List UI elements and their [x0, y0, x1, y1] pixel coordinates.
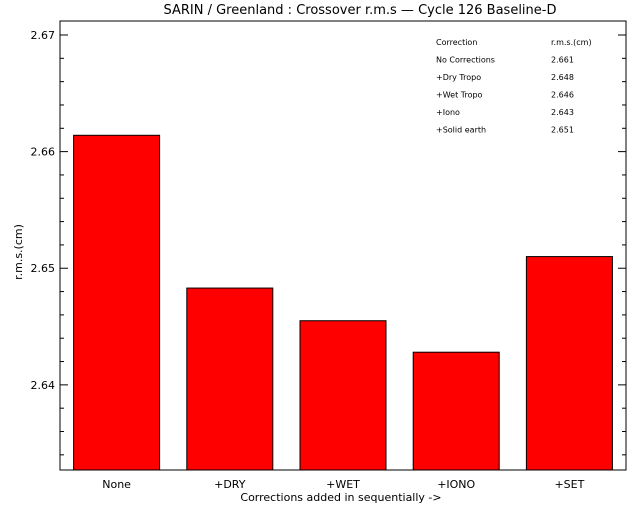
chart-title: SARIN / Greenland : Crossover r.m.s — Cy…	[163, 3, 556, 18]
legend-row-value: 2.646	[551, 91, 574, 100]
bar-dry	[186, 287, 274, 471]
bar-wet	[299, 320, 387, 471]
legend-header-correction: Correction	[436, 38, 477, 47]
legend-row-name: +Iono	[436, 108, 460, 117]
legend-row-value: 2.661	[551, 56, 574, 65]
bar-set	[525, 256, 613, 471]
x-axis-ticks: None +DRY +WET +IONO +SET	[102, 478, 584, 491]
y-tick-label: 2.66	[31, 146, 56, 159]
x-tick-label: +SET	[554, 478, 584, 491]
x-axis-label: Corrections added in sequentially ->	[240, 491, 441, 504]
legend-table: Correction r.m.s.(cm) No Corrections 2.661 +…	[436, 38, 592, 135]
x-tick-label: +DRY	[214, 478, 246, 491]
y-tick-label: 2.67	[31, 29, 56, 42]
legend-row-value: 2.648	[551, 73, 574, 82]
legend-row-name: +Wet Tropo	[436, 91, 483, 100]
legend-header-rms: r.m.s.(cm)	[551, 38, 592, 47]
legend-row-name: No Corrections	[436, 56, 495, 65]
y-axis-label: r.m.s.(cm)	[12, 224, 25, 280]
y-tick-label: 2.65	[31, 262, 56, 275]
y-axis-ticks: 2.64 2.65 2.66 2.67	[31, 29, 626, 456]
x-tick-label: None	[102, 478, 131, 491]
bars	[73, 134, 613, 471]
x-tick-label: +IONO	[437, 478, 475, 491]
legend-row-name: +Solid earth	[436, 126, 486, 135]
legend-row-value: 2.651	[551, 126, 574, 135]
bar-none	[73, 134, 161, 471]
legend-row-name: +Dry Tropo	[436, 73, 481, 82]
y-tick-label: 2.64	[31, 379, 56, 392]
legend-row-value: 2.643	[551, 108, 574, 117]
bar-iono	[412, 351, 500, 471]
x-tick-label: +WET	[326, 478, 360, 491]
